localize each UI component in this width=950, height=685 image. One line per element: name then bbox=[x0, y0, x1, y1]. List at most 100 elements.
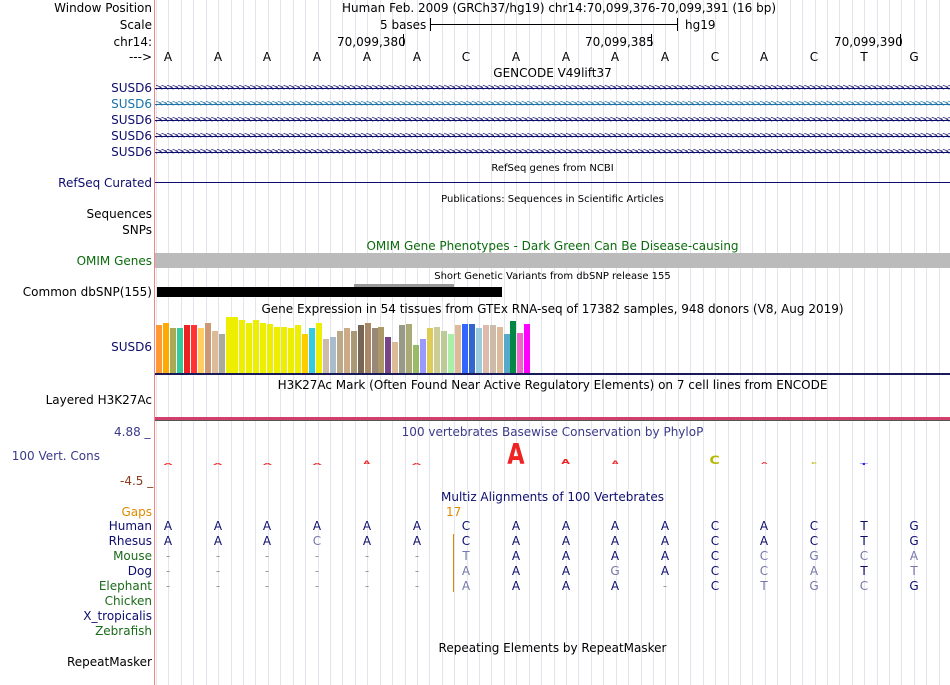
gtex-tissue-bar[interactable] bbox=[496, 327, 503, 373]
gtex-tissue-bar[interactable] bbox=[267, 324, 274, 373]
gtex-tissue-bar[interactable] bbox=[169, 328, 176, 373]
repeatmasker-track-label[interactable]: RepeatMasker bbox=[66, 655, 152, 669]
gencode-transcript-line[interactable] bbox=[155, 104, 950, 105]
gtex-tissue-bar[interactable] bbox=[475, 328, 482, 373]
phylop-track-label[interactable]: 100 Vert. Cons bbox=[11, 449, 100, 463]
gtex-tissue-bar[interactable] bbox=[329, 337, 336, 373]
refseq-gene-line[interactable] bbox=[155, 182, 950, 183]
dbsnp-track-title[interactable]: Short Genetic Variants from dbSNP releas… bbox=[434, 271, 671, 282]
gtex-tissue-bar[interactable] bbox=[322, 339, 329, 373]
gencode-transcript-line[interactable] bbox=[155, 88, 950, 89]
gtex-tissue-bar[interactable] bbox=[239, 320, 246, 373]
gtex-tissue-bar[interactable] bbox=[510, 321, 517, 373]
gtex-tissue-bar[interactable] bbox=[302, 334, 308, 373]
gtex-tissue-bar[interactable] bbox=[420, 339, 427, 373]
gencode-track-title[interactable]: GENCODE V49lift37 bbox=[493, 66, 612, 80]
gtex-tissue-bar[interactable] bbox=[176, 328, 183, 373]
gtex-tissue-bar[interactable] bbox=[378, 327, 385, 373]
gtex-tissue-bar[interactable] bbox=[399, 325, 406, 373]
gtex-tissue-bar[interactable] bbox=[295, 325, 301, 373]
gencode-transcript-label[interactable]: SUSD6 bbox=[111, 81, 152, 95]
multiz-species-label[interactable]: Rhesus bbox=[108, 534, 152, 548]
multiz-species-label[interactable]: Human bbox=[108, 519, 152, 533]
gtex-tissue-bar[interactable] bbox=[211, 331, 218, 373]
gtex-tissue-bar[interactable] bbox=[197, 328, 204, 373]
gtex-tissue-bar[interactable] bbox=[357, 325, 364, 373]
gtex-tissue-bar[interactable] bbox=[489, 325, 496, 373]
h3k27ac-signal[interactable] bbox=[155, 417, 950, 421]
gtex-tissue-bar[interactable] bbox=[392, 342, 399, 373]
gtex-tissue-bar[interactable] bbox=[336, 331, 343, 373]
gencode-transcript-label[interactable]: SUSD6 bbox=[111, 113, 152, 127]
gtex-tissue-bar[interactable] bbox=[288, 328, 295, 373]
dbsnp-variant-highlight[interactable] bbox=[354, 284, 454, 287]
grid-line bbox=[864, 0, 865, 685]
repeatmasker-track-title[interactable]: Repeating Elements by RepeatMasker bbox=[438, 641, 667, 655]
gtex-tissue-bar[interactable] bbox=[274, 327, 281, 373]
publications-track-title[interactable]: Publications: Sequences in Scientific Ar… bbox=[441, 194, 664, 205]
gtex-tissue-bar[interactable] bbox=[385, 337, 392, 373]
gtex-tissue-bar[interactable] bbox=[281, 327, 288, 373]
gtex-tissue-bar[interactable] bbox=[454, 325, 461, 373]
gtex-tissue-bar[interactable] bbox=[406, 324, 413, 373]
gencode-transcript-line[interactable] bbox=[155, 120, 950, 121]
gtex-tissue-bar[interactable] bbox=[343, 328, 350, 373]
multiz-species-label[interactable]: Elephant bbox=[98, 579, 152, 593]
gtex-tissue-bar[interactable] bbox=[503, 334, 510, 373]
gtex-tissue-bar[interactable] bbox=[468, 324, 475, 373]
multiz-species-label[interactable]: Zebrafish bbox=[95, 624, 152, 638]
dbsnp-track-label[interactable]: Common dbSNP(155) bbox=[22, 285, 152, 299]
multiz-track-title[interactable]: Multiz Alignments of 100 Vertebrates bbox=[440, 490, 665, 504]
gtex-tissue-bar[interactable] bbox=[461, 324, 468, 373]
gtex-tissue-bar[interactable] bbox=[350, 331, 357, 373]
gtex-tissue-bar[interactable] bbox=[162, 323, 169, 373]
gtex-tissue-bar[interactable] bbox=[427, 328, 434, 373]
gtex-tissue-bar[interactable] bbox=[190, 325, 197, 373]
h3k27ac-track-label[interactable]: Layered H3K27Ac bbox=[45, 393, 152, 407]
refseq-track-title[interactable]: RefSeq genes from NCBI bbox=[491, 163, 614, 174]
gtex-tissue-bar[interactable] bbox=[218, 334, 225, 373]
multiz-species-label[interactable]: Mouse bbox=[113, 549, 152, 563]
multiz-species-label[interactable]: Chicken bbox=[104, 594, 152, 608]
dbsnp-variant-bar[interactable] bbox=[157, 287, 502, 297]
gtex-tissue-bar[interactable] bbox=[447, 334, 454, 373]
gtex-tissue-bar[interactable] bbox=[260, 323, 267, 373]
gtex-tissue-bar[interactable] bbox=[315, 323, 322, 373]
gtex-tissue-bar[interactable] bbox=[440, 331, 447, 373]
gtex-tissue-bar[interactable] bbox=[524, 324, 531, 373]
gtex-tissue-bar[interactable] bbox=[482, 325, 489, 373]
gtex-track-title[interactable]: Gene Expression in 54 tissues from GTEx … bbox=[261, 302, 844, 316]
snps-track-label[interactable]: SNPs bbox=[122, 223, 152, 237]
gtex-track-label[interactable]: SUSD6 bbox=[111, 340, 152, 354]
omim-track-label[interactable]: OMIM Genes bbox=[76, 254, 152, 268]
h3k27ac-track-title[interactable]: H3K27Ac Mark (Often Found Near Active Re… bbox=[277, 378, 828, 392]
refseq-track-label[interactable]: RefSeq Curated bbox=[58, 176, 152, 190]
gtex-tissue-bar[interactable] bbox=[364, 323, 371, 373]
gtex-tissue-bar[interactable] bbox=[232, 317, 239, 373]
gtex-tissue-bar[interactable] bbox=[246, 323, 253, 373]
gencode-transcript-line[interactable] bbox=[155, 136, 950, 137]
gtex-tissue-bar[interactable] bbox=[371, 328, 378, 373]
gtex-tissue-bar[interactable] bbox=[225, 317, 232, 373]
gencode-transcript-label[interactable]: SUSD6 bbox=[111, 129, 152, 143]
publications-track-label[interactable]: Sequences bbox=[86, 207, 152, 221]
multiz-species-label[interactable]: Dog bbox=[127, 564, 152, 578]
gtex-tissue-bar[interactable] bbox=[434, 327, 440, 373]
gencode-transcript-label[interactable]: SUSD6 bbox=[111, 97, 152, 111]
omim-gene-bar[interactable] bbox=[155, 253, 950, 268]
omim-track-title[interactable]: OMIM Gene Phenotypes - Dark Green Can Be… bbox=[366, 239, 739, 253]
gtex-tissue-bar[interactable] bbox=[183, 325, 190, 373]
gtex-tissue-bar[interactable] bbox=[204, 323, 211, 373]
gencode-transcript-line[interactable] bbox=[155, 152, 950, 153]
multiz-species-label[interactable]: X_tropicalis bbox=[83, 609, 152, 623]
gtex-tissue-bar[interactable] bbox=[253, 320, 260, 373]
gaps-value[interactable]: 17 bbox=[446, 505, 462, 519]
gtex-tissue-bar[interactable] bbox=[308, 328, 315, 373]
gtex-tissue-bar[interactable] bbox=[413, 345, 420, 373]
phylop-track-title[interactable]: 100 vertebrates Basewise Conservation by… bbox=[401, 425, 704, 439]
gencode-transcript-label[interactable]: SUSD6 bbox=[111, 145, 152, 159]
gtex-tissue-bar[interactable] bbox=[517, 333, 524, 373]
gtex-tissue-bar[interactable] bbox=[156, 325, 162, 373]
